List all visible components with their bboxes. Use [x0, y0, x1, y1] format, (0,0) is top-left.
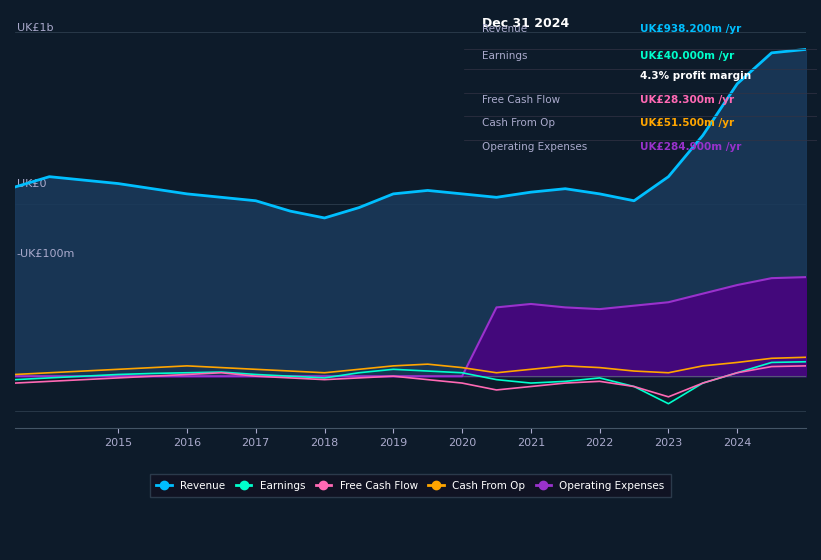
- Text: UK£284.900m /yr: UK£284.900m /yr: [640, 142, 741, 152]
- Text: Dec 31 2024: Dec 31 2024: [481, 17, 569, 30]
- Text: Revenue: Revenue: [481, 24, 526, 34]
- Text: UK£51.500m /yr: UK£51.500m /yr: [640, 118, 735, 128]
- Text: UK£1b: UK£1b: [16, 24, 53, 33]
- Text: Cash From Op: Cash From Op: [481, 118, 554, 128]
- Text: UK£40.000m /yr: UK£40.000m /yr: [640, 51, 735, 61]
- Text: Earnings: Earnings: [481, 51, 527, 61]
- Text: -UK£100m: -UK£100m: [16, 249, 75, 259]
- Text: Operating Expenses: Operating Expenses: [481, 142, 587, 152]
- Text: UK£28.300m /yr: UK£28.300m /yr: [640, 95, 735, 105]
- Text: UK£0: UK£0: [16, 179, 46, 189]
- Legend: Revenue, Earnings, Free Cash Flow, Cash From Op, Operating Expenses: Revenue, Earnings, Free Cash Flow, Cash …: [150, 474, 671, 497]
- Text: UK£938.200m /yr: UK£938.200m /yr: [640, 24, 741, 34]
- Text: 4.3% profit margin: 4.3% profit margin: [640, 71, 751, 81]
- Text: Free Cash Flow: Free Cash Flow: [481, 95, 560, 105]
